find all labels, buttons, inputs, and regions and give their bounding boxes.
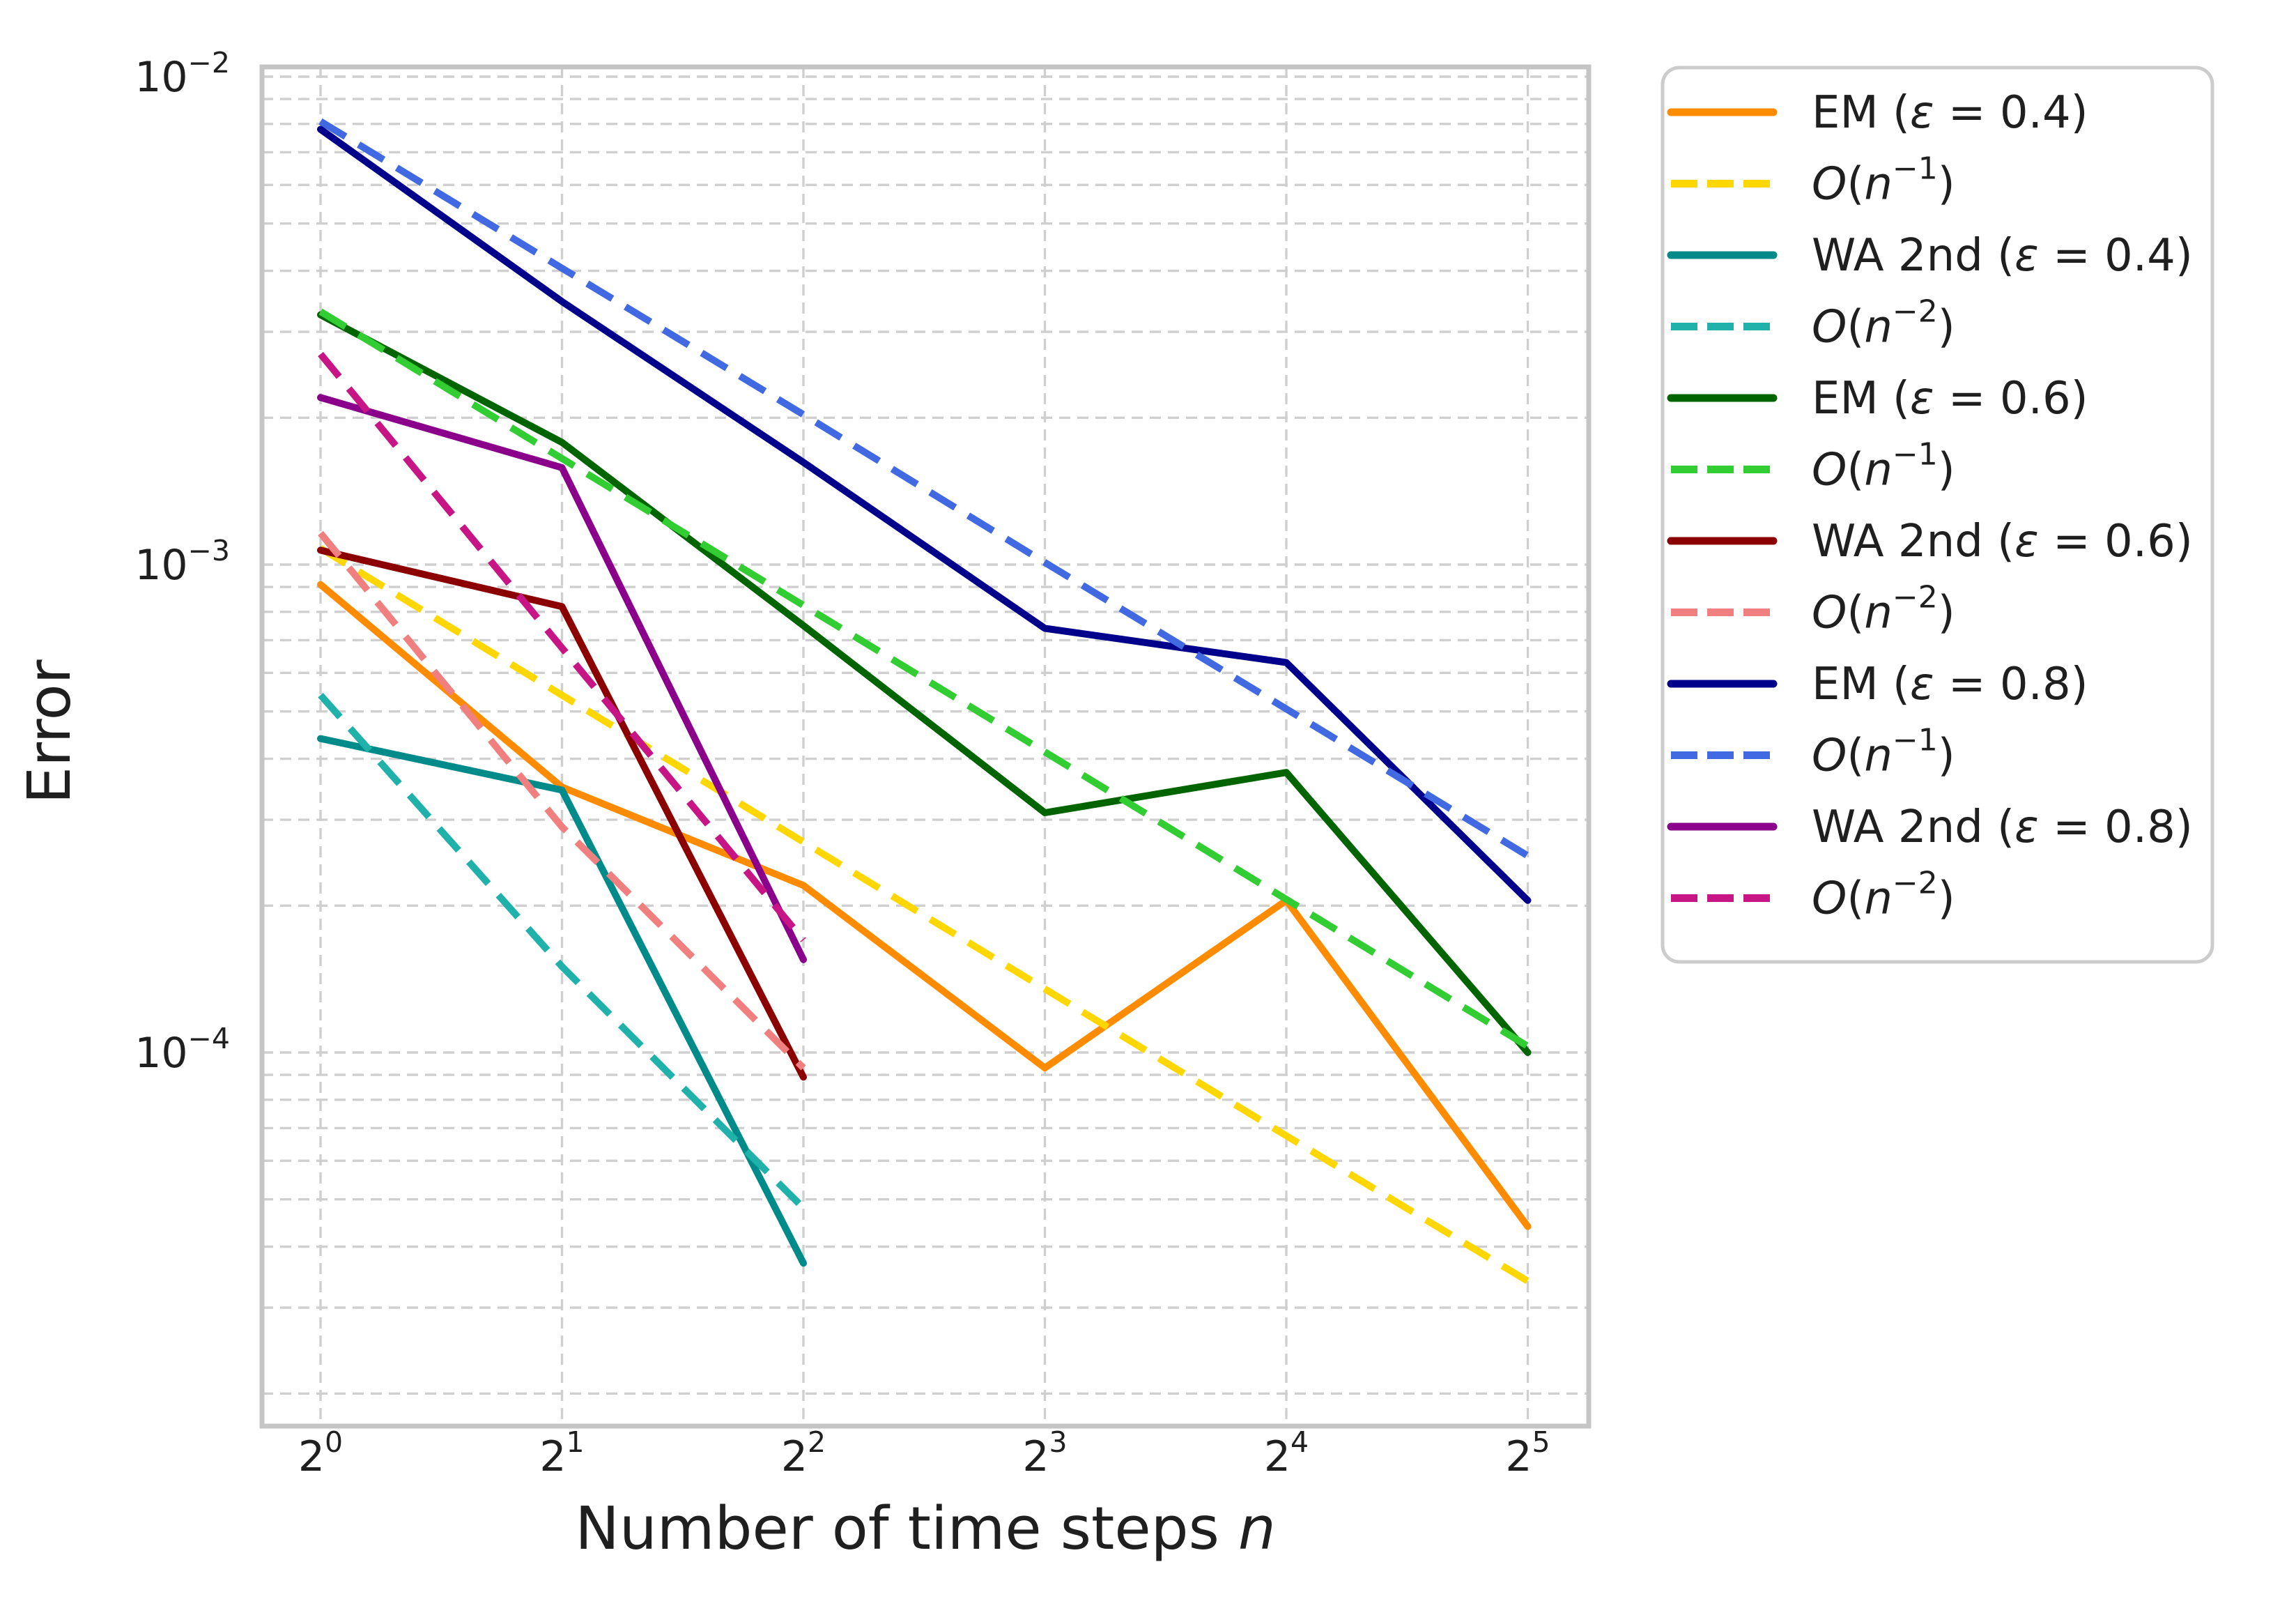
y-axis-label: Error — [15, 659, 84, 804]
legend-label-o2-04: O(n−2) — [1812, 294, 1955, 353]
legend-item-o1-08: O(n−1) — [1671, 723, 1955, 782]
series-line-o2-06 — [318, 530, 806, 1071]
legend-label-wa2-04: WA 2nd (ε = 0.4) — [1812, 230, 2193, 282]
legend-item-wa2-04: WA 2nd (ε = 0.4) — [1667, 230, 2193, 282]
series-line-em-08 — [317, 125, 1532, 904]
plot-series — [317, 118, 1532, 1285]
legend-label-em-04: EM (ε = 0.4) — [1812, 87, 2088, 139]
legend: EM (ε = 0.4) O(n−1) WA 2nd (ε = 0.4) O(n−2)… — [1661, 66, 2214, 964]
legend-item-wa2-08: WA 2nd (ε = 0.8) — [1667, 802, 2193, 853]
legend-label-wa2-06: WA 2nd (ε = 0.6) — [1812, 516, 2193, 567]
y-tick-label: 10−3 — [134, 534, 230, 590]
legend-label-o1-06: O(n−1) — [1812, 437, 1955, 496]
x-tick-label: 20 — [298, 1425, 343, 1481]
y-tick-label: 10−4 — [134, 1022, 230, 1078]
legend-label-wa2-08: WA 2nd (ε = 0.8) — [1812, 802, 2193, 853]
legend-label-o1-08: O(n−1) — [1812, 723, 1955, 782]
x-tick-label: 24 — [1264, 1425, 1309, 1481]
series-line-o1-06 — [318, 308, 1530, 1050]
series-line-em-06 — [317, 311, 1532, 1056]
x-tick-label: 21 — [539, 1425, 584, 1481]
legend-label-em-06: EM (ε = 0.6) — [1812, 373, 2088, 424]
legend-box — [1661, 66, 2214, 964]
x-tick-label: 23 — [1022, 1425, 1067, 1481]
legend-label-o1-04: O(n−1) — [1812, 151, 1955, 211]
legend-item-o2-06: O(n−2) — [1671, 580, 1955, 639]
series-line-wa2-04 — [317, 735, 807, 1267]
legend-item-wa2-06: WA 2nd (ε = 0.6) — [1667, 516, 2193, 567]
grid — [262, 67, 1589, 1426]
legend-label-em-08: EM (ε = 0.8) — [1812, 659, 2088, 710]
plot-area-border — [259, 64, 1592, 1429]
x-tick-label: 25 — [1505, 1425, 1550, 1481]
legend-label-o2-06: O(n−2) — [1812, 580, 1955, 639]
y-tick-label: 10−2 — [134, 46, 230, 102]
series-line-wa2-06 — [317, 546, 807, 1081]
legend-item-em-08: EM (ε = 0.8) — [1667, 659, 2088, 710]
legend-item-em-06: EM (ε = 0.6) — [1667, 373, 2088, 424]
series-line-o2-08 — [318, 351, 806, 942]
legend-item-o1-06: O(n−1) — [1671, 437, 1955, 496]
series-line-wa2-08 — [317, 394, 807, 963]
legend-item-em-04: EM (ε = 0.4) — [1667, 87, 2088, 139]
series-line-o1-04 — [318, 545, 1530, 1285]
legend-item-o1-04: O(n−1) — [1671, 151, 1955, 211]
series-line-em-04 — [317, 581, 1532, 1230]
tick-labels: 20 21 22 23 24 25 10−2 10−3 10−4 — [134, 46, 1550, 1481]
x-tick-label: 22 — [781, 1425, 826, 1481]
legend-item-o2-08: O(n−2) — [1671, 866, 1955, 925]
legend-label-o2-08: O(n−2) — [1812, 866, 1955, 925]
series-line-o1-08 — [318, 118, 1530, 859]
x-axis-label: Number of time steps n — [575, 1494, 1276, 1563]
legend-item-o2-04: O(n−2) — [1671, 294, 1955, 353]
series-line-o2-04 — [318, 692, 806, 1211]
